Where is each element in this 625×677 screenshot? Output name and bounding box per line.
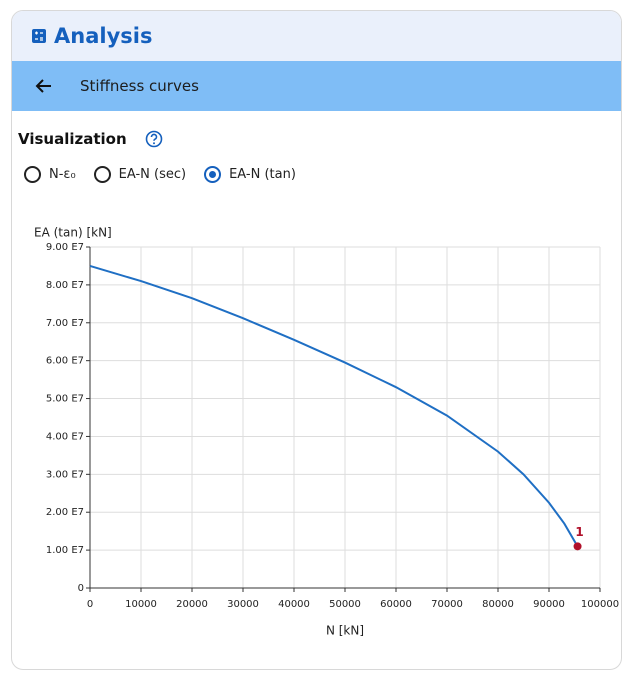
x-tick-label: 60000	[380, 599, 412, 610]
radio-label: N-ε₀	[49, 167, 76, 182]
x-tick-label: 70000	[431, 599, 463, 610]
point-label: 1	[575, 525, 583, 539]
x-tick-label: 20000	[176, 599, 208, 610]
x-tick-label: 30000	[227, 599, 259, 610]
radio-circle[interactable]	[204, 166, 222, 183]
header: Analysis	[12, 11, 621, 61]
radio-label: EA-N (sec)	[118, 167, 187, 182]
radio-option[interactable]: N-ε₀	[24, 166, 76, 183]
radio-circle[interactable]	[24, 166, 41, 183]
chart: EA (tan) [kN] N [kN] 0 1.00 E7 2.00 E7 3.00…	[34, 226, 619, 638]
y-tick-label: 2.00 E7	[46, 507, 84, 518]
point-marker	[573, 542, 582, 551]
radio-option[interactable]: EA-N (sec)	[93, 166, 187, 183]
line-series	[89, 264, 579, 547]
card: Analysis Stiffness curves	[11, 10, 622, 670]
y-tick-label: 5.00 E7	[46, 394, 84, 405]
section-header: Visualization	[18, 130, 163, 148]
help-icon[interactable]	[145, 130, 163, 148]
y-tick-label: 8.00 E7	[46, 280, 84, 291]
radio-option[interactable]: EA-N (tan)	[204, 166, 296, 183]
x-tick-label: 10000	[125, 599, 157, 610]
radio-label: EA-N (tan)	[229, 167, 296, 182]
analysis-icon	[32, 29, 46, 43]
x-axis-title: N [kN]	[326, 624, 364, 638]
x-tick-label: 50000	[329, 599, 361, 610]
x-tick-label: 100000	[581, 599, 619, 610]
toolbar-title: Stiffness curves	[80, 77, 199, 95]
toolbar: Stiffness curves	[12, 61, 621, 111]
y-tick-label: 1.00 E7	[46, 545, 84, 556]
header-title: Analysis	[54, 24, 153, 48]
radio-group: N-ε₀ EA-N (sec) EA-N (tan)	[24, 166, 314, 183]
y-tick-label: 4.00 E7	[46, 431, 84, 442]
y-tick-label: 6.00 E7	[46, 356, 84, 367]
back-button[interactable]	[34, 78, 52, 94]
x-tick-label: 40000	[278, 599, 310, 610]
y-axis-title: EA (tan) [kN]	[34, 226, 112, 240]
x-tick-label: 0	[87, 599, 93, 610]
y-tick-label: 7.00 E7	[46, 318, 84, 329]
y-tick-label: 0	[78, 583, 84, 594]
y-tick-label: 3.00 E7	[46, 469, 84, 480]
section-title: Visualization	[18, 130, 127, 148]
y-tick-label: 9.00 E7	[46, 242, 84, 253]
radio-circle[interactable]	[93, 166, 111, 183]
x-tick-label: 80000	[482, 599, 514, 610]
x-tick-label: 90000	[533, 599, 565, 610]
